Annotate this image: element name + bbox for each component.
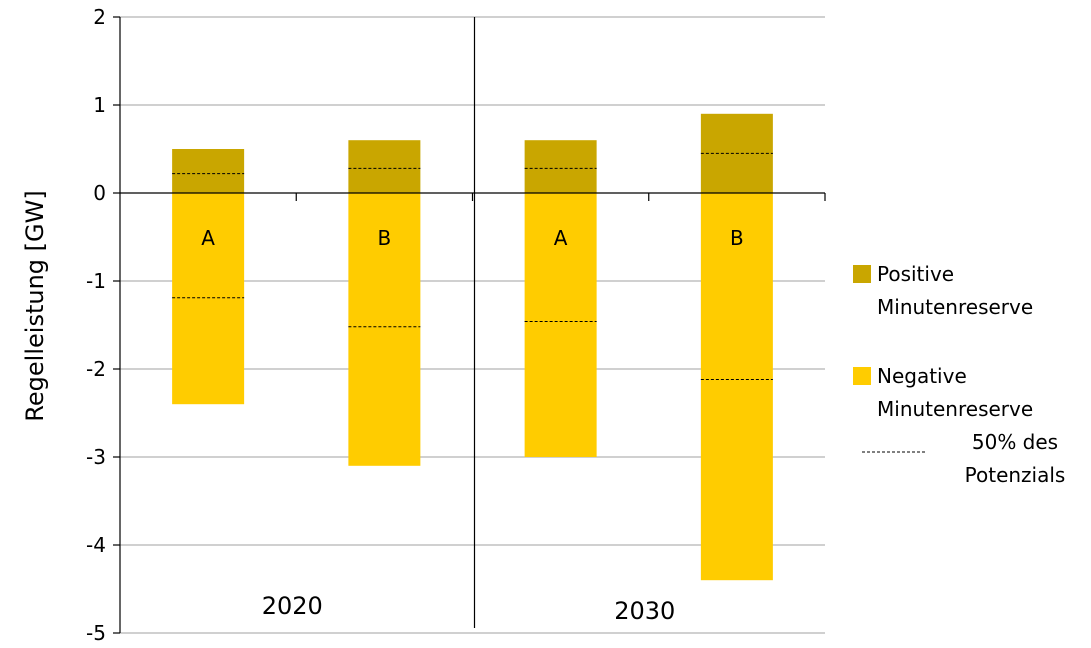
category-label: A [554, 226, 568, 250]
group-labels: 2020 2030 [262, 592, 676, 625]
category-label: A [201, 226, 215, 250]
bar-positive [348, 140, 421, 193]
legend-swatch [853, 367, 871, 385]
bar-positive [172, 149, 245, 193]
legend-label: 50% des [972, 430, 1058, 454]
legend-swatch [853, 265, 871, 283]
y-tick-label: -4 [86, 533, 106, 557]
legend-label: Positive [877, 262, 954, 286]
category-label: B [378, 226, 392, 250]
y-tick-label: -3 [86, 445, 106, 469]
y-tick-label: 0 [93, 181, 106, 205]
y-tick-labels: 2 1 0 -1 -2 -3 -4 -5 [86, 5, 106, 645]
legend-label: Minutenreserve [877, 295, 1033, 319]
y-axis-label: Regelleistung [GW] [21, 190, 49, 421]
y-tick-label: -1 [86, 269, 106, 293]
y-tick-label: 2 [93, 5, 106, 29]
bar-negative [524, 193, 597, 457]
bars [172, 113, 773, 581]
axes [113, 16, 826, 634]
bar-negative [348, 193, 421, 466]
legend-label: Negative [877, 364, 967, 388]
bar-negative [172, 193, 245, 405]
legend-label: Potenzials [965, 463, 1066, 487]
legend-label: Minutenreserve [877, 397, 1033, 421]
y-tick-label: -2 [86, 357, 106, 381]
y-tick-label: -5 [86, 621, 106, 645]
group-label: 2030 [614, 597, 675, 625]
legend: Positive Minutenreserve Negative Minutenres… [853, 262, 1065, 487]
y-tick-label: 1 [93, 93, 106, 117]
group-label: 2020 [262, 592, 323, 620]
bar-negative [700, 193, 773, 581]
bar-positive [524, 140, 597, 193]
category-label: B [730, 226, 744, 250]
